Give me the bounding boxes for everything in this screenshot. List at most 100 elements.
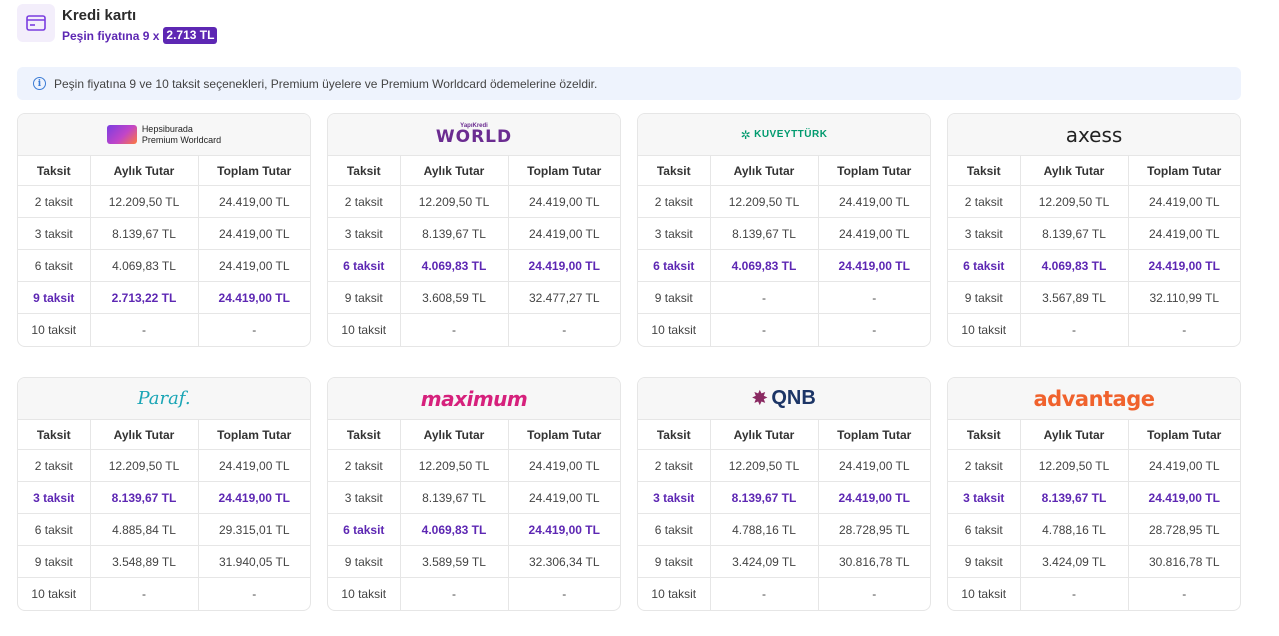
installment-count: 9 taksit bbox=[18, 281, 91, 314]
installment-count: 2 taksit bbox=[638, 185, 711, 218]
monthly-amount: 12.209,50 TL bbox=[400, 185, 509, 218]
total-amount: 24.419,00 TL bbox=[508, 249, 620, 282]
installment-row: 6 taksit 4.069,83 TL 24.419,00 TL bbox=[328, 513, 620, 546]
bank-logo-area: maximum bbox=[328, 378, 620, 419]
monthly-amount: 8.139,67 TL bbox=[1020, 217, 1129, 250]
credit-card-icon bbox=[17, 4, 55, 42]
installment-count: 6 taksit bbox=[18, 513, 91, 546]
installment-row: 3 taksit 8.139,67 TL 24.419,00 TL bbox=[948, 217, 1240, 250]
installment-count: 6 taksit bbox=[18, 249, 91, 282]
bank-card-world: YapıKredi WORLD Taksit Aylık Tutar Topla… bbox=[327, 113, 621, 347]
bank-logo-area: Paraf. bbox=[18, 378, 310, 419]
monthly-amount: - bbox=[90, 313, 199, 346]
logo-text: WORLD bbox=[435, 127, 513, 147]
total-amount: - bbox=[198, 577, 310, 610]
total-amount: 24.419,00 TL bbox=[1128, 249, 1240, 282]
col-header-aylik: Aylık Tutar bbox=[710, 155, 819, 186]
installment-table: Taksit Aylık Tutar Toplam Tutar 2 taksit… bbox=[638, 419, 930, 610]
installment-count: 10 taksit bbox=[18, 313, 91, 346]
world-logo: YapıKredi WORLD bbox=[436, 123, 512, 146]
installment-count: 6 taksit bbox=[948, 249, 1021, 282]
installment-row: 6 taksit 4.885,84 TL 29.315,01 TL bbox=[18, 513, 310, 546]
page-title: Kredi kartı bbox=[62, 7, 137, 24]
col-header-toplam: Toplam Tutar bbox=[508, 155, 620, 186]
monthly-amount: 4.069,83 TL bbox=[400, 249, 509, 282]
monthly-amount: 4.069,83 TL bbox=[1020, 249, 1129, 282]
col-header-aylik: Aylık Tutar bbox=[90, 155, 199, 186]
bank-logo-area: Hepsiburada Premium Worldcard bbox=[18, 114, 310, 155]
installment-row: 3 taksit 8.139,67 TL 24.419,00 TL bbox=[328, 481, 620, 514]
total-amount: 24.419,00 TL bbox=[1128, 481, 1240, 514]
monthly-amount: 8.139,67 TL bbox=[710, 481, 819, 514]
installment-row: 2 taksit 12.209,50 TL 24.419,00 TL bbox=[328, 185, 620, 218]
total-amount: 24.419,00 TL bbox=[818, 481, 930, 514]
total-amount: 24.419,00 TL bbox=[818, 185, 930, 218]
installment-count: 3 taksit bbox=[328, 481, 401, 514]
installment-count: 3 taksit bbox=[328, 217, 401, 250]
summary-prefix: Peşin fiyatına 9 x bbox=[62, 28, 160, 43]
installment-count: 6 taksit bbox=[328, 513, 401, 546]
total-amount: 24.419,00 TL bbox=[508, 513, 620, 546]
total-amount: 24.419,00 TL bbox=[508, 449, 620, 482]
monthly-amount: 8.139,67 TL bbox=[1020, 481, 1129, 514]
installment-count: 9 taksit bbox=[948, 545, 1021, 578]
col-header-aylik: Aylık Tutar bbox=[400, 155, 509, 186]
monthly-amount: 3.589,59 TL bbox=[400, 545, 509, 578]
installment-count: 3 taksit bbox=[638, 481, 711, 514]
logo-small-text: YapıKredi bbox=[460, 123, 488, 129]
installment-count: 9 taksit bbox=[638, 281, 711, 314]
installment-row: 9 taksit 2.713,22 TL 24.419,00 TL bbox=[18, 281, 310, 314]
col-header-aylik: Aylık Tutar bbox=[90, 419, 199, 450]
advantage-logo: advantage bbox=[1033, 386, 1156, 411]
installment-row: 6 taksit 4.069,83 TL 24.419,00 TL bbox=[948, 249, 1240, 282]
installment-row: 6 taksit 4.069,83 TL 24.419,00 TL bbox=[638, 249, 930, 282]
installment-count: 2 taksit bbox=[948, 185, 1021, 218]
col-header-taksit: Taksit bbox=[328, 419, 401, 450]
bank-card-kuveytturk: ✲ KUVEYTTÜRK Taksit Aylık Tutar Toplam T… bbox=[637, 113, 931, 347]
installment-table: Taksit Aylık Tutar Toplam Tutar 2 taksit… bbox=[328, 419, 620, 610]
maximum-logo: maximum bbox=[420, 386, 528, 411]
installment-row: 2 taksit 12.209,50 TL 24.419,00 TL bbox=[638, 185, 930, 218]
col-header-toplam: Toplam Tutar bbox=[508, 419, 620, 450]
installment-row: 10 taksit - - bbox=[328, 577, 620, 610]
monthly-amount: 12.209,50 TL bbox=[1020, 185, 1129, 218]
total-amount: - bbox=[1128, 313, 1240, 346]
monthly-amount: 12.209,50 TL bbox=[710, 185, 819, 218]
monthly-amount: - bbox=[710, 313, 819, 346]
installment-count: 9 taksit bbox=[328, 281, 401, 314]
total-amount: - bbox=[1128, 577, 1240, 610]
installment-count: 10 taksit bbox=[18, 577, 91, 610]
col-header-aylik: Aylık Tutar bbox=[710, 419, 819, 450]
installment-row: 3 taksit 8.139,67 TL 24.419,00 TL bbox=[18, 481, 310, 514]
credit-card-header: Kredi kartı Peşin fiyatına 9 x 2.713 TL bbox=[17, 4, 218, 44]
installment-row: 10 taksit - - bbox=[18, 313, 310, 346]
installment-row: 3 taksit 8.139,67 TL 24.419,00 TL bbox=[638, 217, 930, 250]
total-amount: 24.419,00 TL bbox=[508, 217, 620, 250]
installment-count: 9 taksit bbox=[328, 545, 401, 578]
total-amount: 24.419,00 TL bbox=[1128, 449, 1240, 482]
total-amount: 24.419,00 TL bbox=[198, 185, 310, 218]
installment-row: 10 taksit - - bbox=[948, 313, 1240, 346]
installment-count: 3 taksit bbox=[638, 217, 711, 250]
installment-table: Taksit Aylık Tutar Toplam Tutar 2 taksit… bbox=[18, 419, 310, 610]
monthly-amount: 3.424,09 TL bbox=[710, 545, 819, 578]
total-amount: - bbox=[508, 577, 620, 610]
total-amount: 24.419,00 TL bbox=[1128, 217, 1240, 250]
col-header-aylik: Aylık Tutar bbox=[1020, 419, 1129, 450]
installment-row: 6 taksit 4.788,16 TL 28.728,95 TL bbox=[638, 513, 930, 546]
installment-row: 9 taksit 3.589,59 TL 32.306,34 TL bbox=[328, 545, 620, 578]
installment-count: 2 taksit bbox=[948, 449, 1021, 482]
col-header-taksit: Taksit bbox=[638, 155, 711, 186]
installment-table: Taksit Aylık Tutar Toplam Tutar 2 taksit… bbox=[948, 155, 1240, 346]
installment-count: 10 taksit bbox=[638, 577, 711, 610]
installment-row: 2 taksit 12.209,50 TL 24.419,00 TL bbox=[638, 449, 930, 482]
installment-count: 6 taksit bbox=[638, 249, 711, 282]
monthly-amount: 3.608,59 TL bbox=[400, 281, 509, 314]
installment-table: Taksit Aylık Tutar Toplam Tutar 2 taksit… bbox=[638, 155, 930, 346]
monthly-amount: 2.713,22 TL bbox=[90, 281, 199, 314]
installment-count: 10 taksit bbox=[328, 577, 401, 610]
bank-logo-area: ✸ QNB bbox=[638, 378, 930, 419]
total-amount: 24.419,00 TL bbox=[198, 481, 310, 514]
installment-row: 10 taksit - - bbox=[328, 313, 620, 346]
info-banner: i Peşin fiyatına 9 ve 10 taksit seçenekl… bbox=[17, 67, 1241, 100]
